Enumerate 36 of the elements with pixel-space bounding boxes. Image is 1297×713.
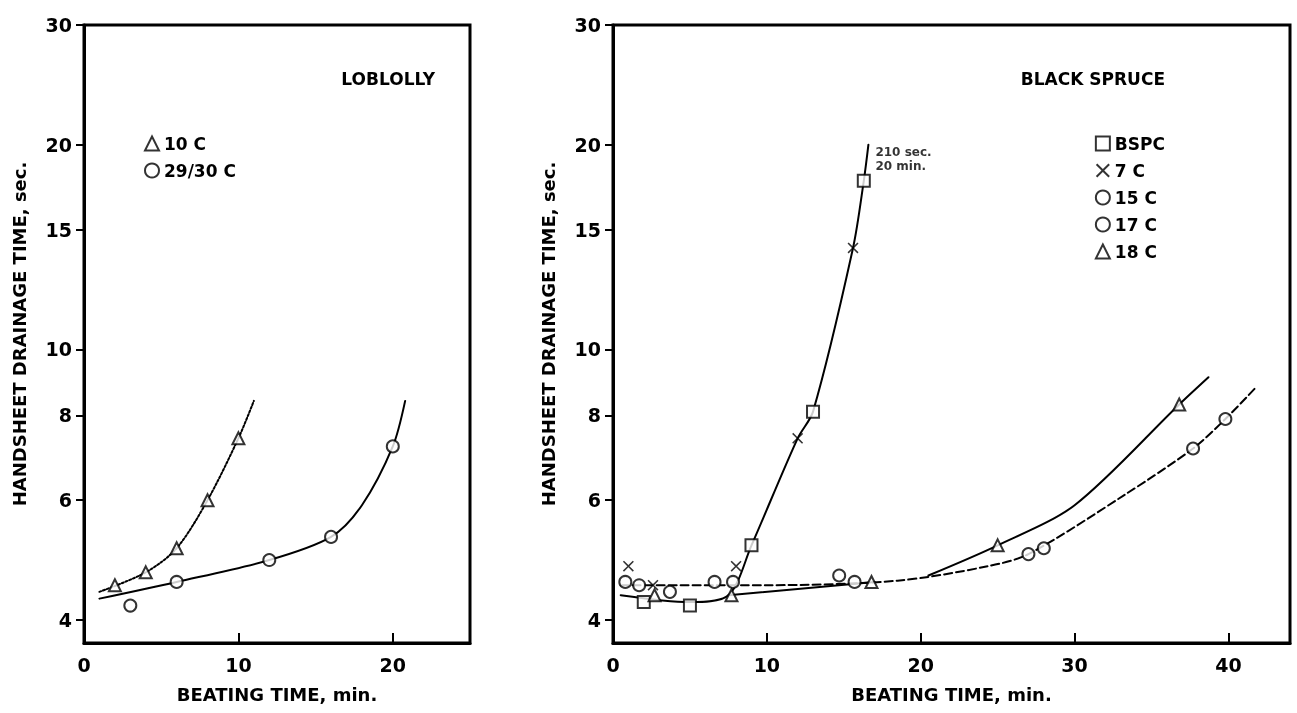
legend-label: 18 C <box>1114 241 1157 262</box>
x-tick-label: 20 <box>907 653 934 676</box>
y-tick-label: 20 <box>574 133 601 156</box>
y-tick-label: 8 <box>58 404 72 427</box>
text: LOBLOLLY <box>341 68 436 89</box>
x-axis-title: BEATING TIME, min. <box>851 683 1052 705</box>
text: BLACK SPRUCE <box>1020 68 1165 89</box>
y-tick-label: 8 <box>587 404 601 427</box>
legend-label: 10 C <box>164 133 207 154</box>
x-tick-label: 10 <box>753 653 781 676</box>
y-axis-title: HANDSHEET DRAINAGE TIME, sec. <box>537 161 559 507</box>
annotation: 210 sec. 20 min. <box>875 144 932 173</box>
legend-label: BSPC <box>1114 133 1165 154</box>
y-tick-label: 30 <box>45 14 72 36</box>
y-tick-label: 6 <box>587 489 601 512</box>
legend-label: 17 C <box>1114 214 1157 235</box>
x-tick-label: 20 <box>379 653 407 676</box>
x-tick-label: 0 <box>77 653 91 676</box>
y-tick-label: 6 <box>58 489 72 512</box>
y-tick-label: 4 <box>587 608 601 631</box>
y-tick-label: 10 <box>45 338 72 361</box>
y-tick-label: 4 <box>58 608 72 631</box>
legend-label: 7 C <box>1114 160 1146 181</box>
x-tick-label: 30 <box>1061 653 1088 676</box>
legend-label: 15 C <box>1114 187 1157 208</box>
x-axis-title: BEATING TIME, min. <box>176 683 378 705</box>
y-tick-label: 30 <box>574 14 601 36</box>
x-tick-label: 10 <box>225 653 252 676</box>
x-tick-label: 40 <box>1215 653 1242 676</box>
y-tick-label: 20 <box>45 133 72 156</box>
y-tick-label: 15 <box>574 218 601 241</box>
y-tick-label: 10 <box>574 338 601 361</box>
y-tick-label: 15 <box>45 218 72 241</box>
x-tick-label: 0 <box>606 653 620 676</box>
legend-label: 29/30 C <box>164 160 236 181</box>
y-axis-title: HANDSHEET DRAINAGE TIME, sec. <box>8 161 30 507</box>
